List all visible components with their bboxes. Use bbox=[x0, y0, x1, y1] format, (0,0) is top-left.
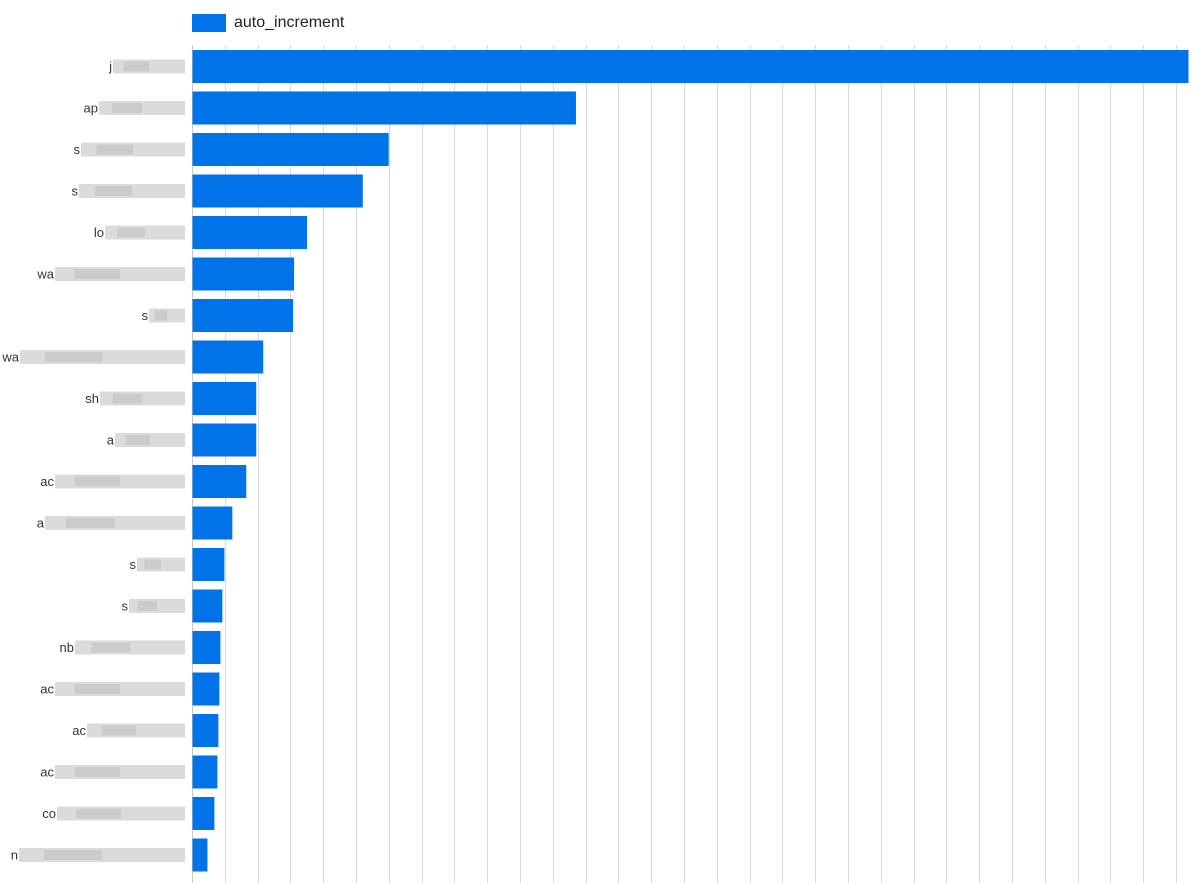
redacted-label-shade-16 bbox=[74, 684, 120, 694]
bar-7 bbox=[192, 299, 294, 332]
category-label-17: ac bbox=[72, 723, 86, 738]
category-label-15: nb bbox=[60, 640, 74, 655]
legend[interactable]: auto_increment bbox=[192, 12, 344, 34]
redacted-label-shade-19 bbox=[76, 808, 121, 819]
bar-5 bbox=[192, 216, 308, 249]
category-label-19: co bbox=[42, 806, 56, 821]
category-label-4: s bbox=[72, 184, 79, 199]
bar-15 bbox=[192, 631, 221, 664]
redacted-label-shade-2 bbox=[111, 103, 142, 113]
category-label-9: sh bbox=[85, 391, 99, 406]
redacted-label-shade-20 bbox=[43, 850, 102, 860]
legend-label: auto_increment bbox=[234, 14, 345, 31]
category-label-16: ac bbox=[40, 682, 54, 697]
redacted-label-shade-8 bbox=[44, 352, 103, 362]
category-label-7: s bbox=[142, 308, 149, 323]
redacted-label-shade-1 bbox=[123, 61, 149, 72]
category-label-2: ap bbox=[84, 101, 98, 116]
bar-18 bbox=[192, 755, 218, 789]
bar-1 bbox=[192, 50, 1189, 83]
category-label-20: n bbox=[11, 848, 18, 863]
bar-6 bbox=[192, 257, 295, 291]
category-label-13: s bbox=[130, 557, 137, 572]
redacted-label-shade-7 bbox=[154, 310, 167, 321]
redacted-label-shade-9 bbox=[112, 393, 143, 404]
bar-19 bbox=[192, 797, 215, 830]
redacted-label-shade-13 bbox=[144, 559, 161, 570]
category-label-8: wa bbox=[1, 350, 19, 365]
redacted-label-shade-5 bbox=[117, 227, 145, 238]
category-label-14: s bbox=[122, 599, 129, 614]
bar-14 bbox=[192, 589, 223, 623]
redacted-label-shade-10 bbox=[125, 435, 150, 445]
redacted-label-shade-11 bbox=[74, 476, 120, 487]
bar-12 bbox=[192, 506, 233, 540]
bar-17 bbox=[192, 714, 219, 747]
bar-16 bbox=[192, 672, 220, 706]
redacted-label-shade-12 bbox=[66, 518, 115, 528]
redacted-label-shade-15 bbox=[91, 642, 130, 653]
bar-20 bbox=[192, 838, 208, 872]
bar-8 bbox=[192, 340, 264, 374]
category-label-12: a bbox=[37, 516, 45, 531]
category-label-18: ac bbox=[40, 765, 54, 780]
category-label-10: a bbox=[107, 433, 115, 448]
category-label-1: j bbox=[108, 59, 112, 74]
redacted-label-shade-6 bbox=[74, 269, 120, 279]
bar-3 bbox=[192, 133, 389, 166]
redacted-label-shade-3 bbox=[96, 144, 133, 155]
redacted-label-shade-17 bbox=[101, 725, 136, 736]
redacted-label-shade-14 bbox=[137, 601, 157, 611]
category-label-3: s bbox=[74, 142, 81, 157]
bar-2 bbox=[192, 91, 576, 125]
redacted-label-shade-4 bbox=[94, 186, 132, 196]
bar-13 bbox=[192, 548, 225, 581]
category-label-6: wa bbox=[36, 267, 54, 282]
bar-4 bbox=[192, 174, 363, 208]
legend-swatch bbox=[192, 14, 226, 32]
bar-9 bbox=[192, 382, 257, 415]
category-label-11: ac bbox=[40, 474, 54, 489]
bar-10 bbox=[192, 423, 257, 457]
category-label-5: lo bbox=[94, 225, 104, 240]
redacted-label-shade-18 bbox=[74, 767, 120, 777]
bar-11 bbox=[192, 465, 247, 498]
